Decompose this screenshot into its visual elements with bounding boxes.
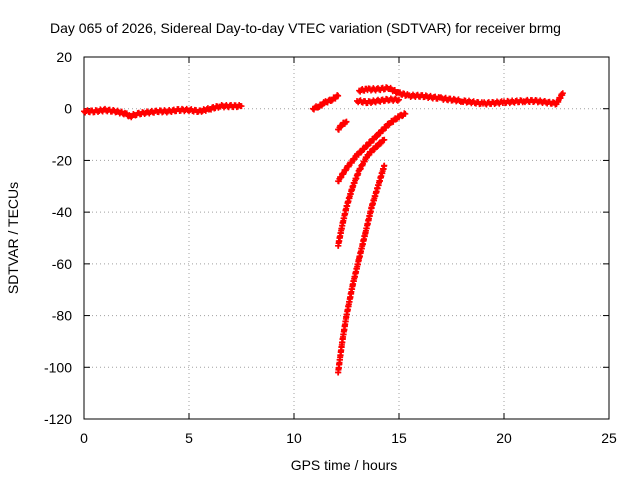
y-tick-label: -20 (52, 152, 72, 168)
series-sat-f (335, 110, 409, 185)
x-tick-label: 15 (391, 430, 407, 446)
data-layer (81, 84, 566, 376)
data-point-marker (358, 149, 365, 156)
data-point-marker (343, 118, 350, 125)
chart-title: Day 065 of 2026, Sidereal Day-to-day VTE… (50, 20, 561, 36)
series-sat-b (309, 92, 342, 113)
y-tick-label: -100 (44, 359, 72, 375)
data-point-marker (402, 110, 409, 117)
y-tick-label: -60 (52, 256, 72, 272)
x-tick-label: 20 (496, 430, 512, 446)
y-tick-label: -40 (52, 204, 72, 220)
data-point-marker (394, 97, 401, 104)
series-sat-g (335, 136, 388, 249)
x-tick-label: 25 (601, 430, 617, 446)
data-point-marker (396, 96, 402, 103)
data-point-marker (559, 90, 566, 97)
plot-frame (83, 56, 610, 420)
data-point-marker (335, 92, 342, 99)
y-tick-label: -80 (52, 308, 72, 324)
series-sat-e (354, 95, 402, 107)
y-tick-label: 0 (64, 101, 72, 117)
y-axis-label: SDTVAR / TECUs (5, 182, 21, 294)
series-sat-d (356, 84, 566, 108)
data-point-marker (374, 143, 381, 150)
x-tick-label: 10 (286, 430, 302, 446)
data-point-marker (377, 140, 384, 147)
data-point-marker (238, 103, 245, 110)
x-tick-label: 0 (80, 430, 88, 446)
series-sat-c (335, 118, 350, 133)
series-sat-h (335, 162, 388, 376)
tick-layer: 0 5 10 15 20 25 -120 -100 -80 -60 -40 -20 0 20 (44, 49, 617, 446)
series-sat-a (81, 101, 245, 121)
x-tick-label: 5 (185, 430, 193, 446)
x-axis-label: GPS time / hours (291, 457, 398, 473)
y-tick-label: 20 (56, 49, 72, 65)
data-point-marker (381, 162, 388, 169)
data-point-marker (381, 136, 388, 143)
y-tick-label: -120 (44, 411, 72, 427)
